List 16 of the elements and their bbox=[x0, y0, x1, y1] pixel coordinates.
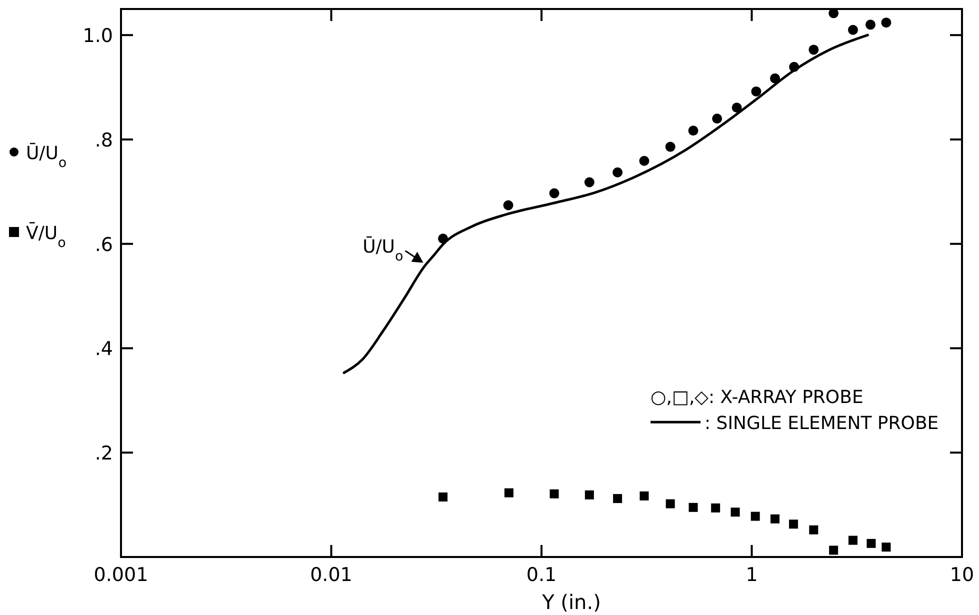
y-tick-label: .6 bbox=[94, 234, 113, 256]
x-tick-label: 0.01 bbox=[310, 564, 352, 586]
x-tick-label: 1 bbox=[746, 564, 758, 586]
x-tick-label: 0.001 bbox=[94, 564, 148, 586]
legend-label: V̄/U$_{o}$ bbox=[26, 222, 66, 251]
y-tick-label: .8 bbox=[94, 129, 113, 152]
annotation: Ū/U$_{o}$ bbox=[362, 236, 404, 265]
annotation: ○,□,◇: X-ARRAY PROBE bbox=[650, 387, 864, 408]
x-tick-label: 10 bbox=[950, 564, 974, 586]
x-tick-label: 0.1 bbox=[526, 564, 557, 586]
legend-label: Ū/U$_{o}$ bbox=[26, 142, 67, 171]
y-tick-label: 1.0 bbox=[82, 25, 113, 48]
x-axis-title: Y (in.) bbox=[541, 590, 601, 614]
legend-label: : SINGLE ELEMENT PROBE bbox=[704, 413, 939, 434]
y-tick-label: .2 bbox=[94, 442, 113, 465]
y-tick-label: .4 bbox=[94, 338, 113, 360]
